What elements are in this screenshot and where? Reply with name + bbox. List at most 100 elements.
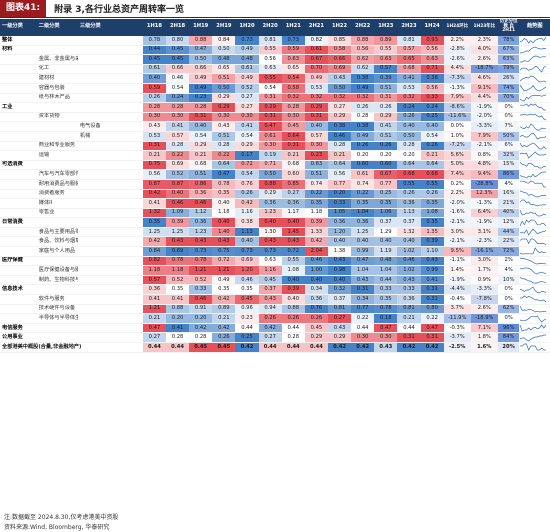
row-label-l3 <box>77 93 143 104</box>
percentile-cell: 2% <box>497 255 520 267</box>
row-label-l1 <box>0 313 37 324</box>
trend-sparkline <box>519 102 550 113</box>
row-label-l2: 零售业 <box>36 208 78 219</box>
value-cell: 0.40 <box>397 121 421 132</box>
sparkline-svg <box>520 295 547 303</box>
value-cell: 0.47 <box>420 322 444 334</box>
value-cell: 0.78 <box>189 255 213 267</box>
value-cell: 0.31 <box>258 93 282 104</box>
percentile-cell: 62% <box>497 304 520 315</box>
value-cell: 0.32 <box>281 93 305 104</box>
sparkline-svg <box>520 343 547 352</box>
value-cell: 0.47 <box>374 322 398 334</box>
change-cell: 1.6% <box>470 342 498 353</box>
row-label-l1 <box>0 275 37 286</box>
value-cell: 0.28 <box>281 332 305 343</box>
change-cell: -7.3% <box>443 73 471 84</box>
sparkline-svg <box>520 180 547 188</box>
percentile-cell: 20% <box>497 342 520 353</box>
value-cell: 0.35 <box>420 217 444 228</box>
value-cell: 1.16 <box>258 265 282 276</box>
percentile-cell: 72% <box>497 246 520 257</box>
row-label-l1: 工业 <box>0 102 37 113</box>
value-cell: 0.51 <box>212 131 236 142</box>
change-cell: -4.4% <box>443 284 471 296</box>
value-cell: 0.73 <box>189 246 213 257</box>
trend-sparkline <box>519 275 550 286</box>
sparkline-svg <box>520 85 547 92</box>
trend-sparkline <box>519 255 550 267</box>
value-cell: 1.20 <box>235 265 259 276</box>
value-cell: 0.86 <box>189 179 213 190</box>
change-cell: -2.1% <box>443 236 471 248</box>
trend-sparkline <box>519 44 550 56</box>
change-cell: -16.1% <box>470 246 498 257</box>
value-cell: 0.65 <box>281 64 305 75</box>
value-cell: 0.56 <box>142 169 166 180</box>
value-cell: 0.49 <box>351 131 375 142</box>
trend-sparkline <box>519 64 550 75</box>
value-cell: 0.74 <box>304 179 328 190</box>
percentile-cell: 6% <box>497 141 520 152</box>
value-cell: 0.50 <box>212 44 236 56</box>
sparkline-line <box>520 200 547 207</box>
value-cell: 0.47 <box>212 169 236 180</box>
value-cell: 0.31 <box>397 332 421 343</box>
value-cell: 0.55 <box>281 255 305 267</box>
value-cell: 0.40 <box>212 198 236 209</box>
value-cell: 0.45 <box>166 54 190 65</box>
percentile-cell: 79% <box>497 64 520 75</box>
row-label-l2: 家庭与个人用品 <box>36 246 78 257</box>
value-cell: 0.63 <box>420 54 444 65</box>
value-cell: 0.61 <box>258 131 282 142</box>
header-period: 2H23 <box>397 19 421 36</box>
header-period: 1H24 <box>420 19 444 36</box>
value-cell: 0.63 <box>258 255 282 267</box>
value-cell: 0.57 <box>374 64 398 75</box>
value-cell: 0.52 <box>189 275 213 286</box>
row-label-l1 <box>0 141 37 152</box>
row-label-l3 <box>77 64 143 75</box>
change-cell: -7.8% <box>470 294 498 305</box>
header-period: 2H19 <box>212 19 236 36</box>
header-stat: 1H23年比 <box>470 19 498 36</box>
value-cell: 0.33 <box>397 284 421 296</box>
percentile-cell: 44% <box>497 227 520 238</box>
row-label-l1: 整体 <box>0 35 37 46</box>
value-cell: 0.26 <box>397 189 421 200</box>
value-cell: 0.67 <box>374 169 398 180</box>
sparkline-svg <box>520 286 547 294</box>
row-label-l3 <box>77 198 143 209</box>
change-cell: 5.6% <box>443 150 471 161</box>
table-row: 电信服务 0.47 0.41 0.42 0.42 0.44 0.42 0.44 0.45 0.43… <box>0 322 550 334</box>
change-cell: 0.8% <box>470 150 498 161</box>
value-cell: 0.30 <box>351 332 375 343</box>
value-cell: 0.52 <box>166 169 190 180</box>
row-label-l2: 软件与服务 <box>36 294 78 305</box>
value-cell: 0.44 <box>351 322 375 334</box>
value-cell: 0.44 <box>142 342 166 353</box>
percentile-cell: 4% <box>497 179 520 190</box>
table-row: 全部港美中概股(合量,非金融地产) 0.44 0.44 0.45 0.45 0.42 0.4… <box>0 342 550 353</box>
row-label-l1: 信息技术 <box>0 284 37 296</box>
value-cell: 0.64 <box>420 159 444 171</box>
row-label-l3 <box>77 246 143 257</box>
value-cell: 0.35 <box>235 284 259 296</box>
value-cell: 0.54 <box>281 73 305 84</box>
value-cell: 0.53 <box>304 83 328 94</box>
value-cell: 0.39 <box>374 73 398 84</box>
value-cell: 0.75 <box>212 246 236 257</box>
value-cell: 0.52 <box>235 83 259 94</box>
value-cell: 0.78 <box>374 304 398 315</box>
value-cell: 0.36 <box>258 198 282 209</box>
value-cell: 0.32 <box>304 93 328 104</box>
value-cell: 0.57 <box>397 44 421 56</box>
change-cell: 4.0% <box>470 44 498 56</box>
row-label-l3 <box>77 179 143 190</box>
value-cell: 0.30 <box>281 112 305 123</box>
row-label-l3 <box>77 322 143 334</box>
value-cell: 1.32 <box>142 208 166 219</box>
row-label-l2 <box>36 44 78 56</box>
change-cell: -11.9% <box>443 313 471 324</box>
trend-sparkline <box>519 246 550 257</box>
